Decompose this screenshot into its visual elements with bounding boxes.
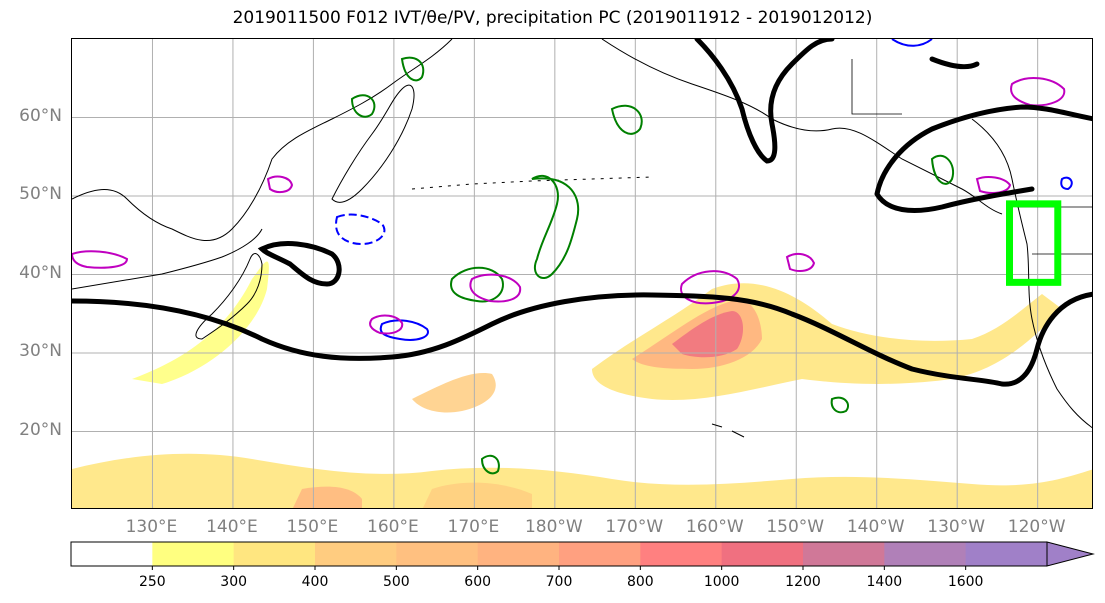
hawaii-islands	[711, 423, 745, 438]
colorbar-segment	[71, 542, 153, 566]
precip-south-core	[292, 486, 362, 508]
precip-band-south	[72, 453, 1092, 508]
theta-e-contour-gulf-alaska	[694, 39, 835, 164]
colorbar-tick-label: 600	[464, 574, 492, 590]
longitude-label: 140°W	[846, 517, 905, 537]
colorbar-tick-label: 500	[382, 574, 410, 590]
negative-pv-contours	[335, 39, 1073, 341]
ivt-contour	[469, 273, 522, 303]
colorbar-segment	[152, 542, 235, 566]
pv-contour	[450, 266, 504, 303]
map-canvas	[72, 39, 1092, 508]
pv-negative-contour	[379, 319, 429, 341]
pv-contour	[350, 94, 376, 118]
colorbar-tick-label: 400	[301, 574, 329, 590]
ivt-contours	[72, 77, 1066, 335]
figure-title: 2019011500 F012 IVT/θe/PV, precipitation…	[232, 8, 873, 28]
ivt-contour	[785, 252, 816, 272]
longitude-label: 170°E	[447, 517, 500, 537]
pv-contour	[531, 174, 580, 279]
pv-contour	[930, 154, 955, 185]
map-panel	[71, 38, 1093, 509]
colorbar-segment	[965, 542, 1048, 566]
theta-e-contour-northeast	[874, 104, 1092, 214]
longitude-label: 160°E	[367, 517, 419, 537]
theta-e-contour-top	[929, 56, 980, 70]
longitude-label: 130°W	[927, 517, 986, 537]
latitude-label: 30°N	[19, 341, 62, 361]
pv-contour	[830, 396, 850, 414]
ivt-contour	[72, 250, 129, 269]
coast-aleutians	[411, 176, 653, 190]
colorbar-segment	[721, 542, 804, 566]
precip-south-core-2	[422, 482, 532, 508]
colorbar-tick-label: 1200	[785, 574, 821, 590]
coast-kamchatka	[331, 84, 415, 203]
ivt-contour	[369, 314, 404, 335]
colorbar-tick-label: 800	[626, 574, 654, 590]
longitude-label: 150°E	[286, 517, 339, 537]
longitude-label: 150°W	[766, 517, 825, 537]
colorbar-extend-arrow	[1046, 541, 1095, 567]
colorbar-tick-label: 1600	[947, 574, 984, 590]
pv-negative-contour	[891, 39, 1073, 191]
precip-band-170e	[412, 373, 496, 413]
colorbar-segment	[396, 542, 479, 566]
colorbar-segment	[233, 542, 316, 566]
ivt-contour	[1010, 77, 1066, 107]
colorbar-tick-label: 1400	[866, 574, 903, 590]
colorbar-segment	[640, 542, 723, 566]
longitude-label: 180°W	[524, 517, 583, 537]
colorbar-segment	[559, 542, 641, 566]
latitude-label: 20°N	[19, 419, 62, 440]
latitude-label: 60°N	[19, 105, 62, 126]
target-region-box	[1006, 200, 1062, 286]
pv-negative-contour	[335, 213, 386, 246]
precip-max-central	[672, 311, 744, 358]
colorbar-segment	[803, 542, 885, 566]
pv-contour	[400, 56, 425, 82]
colorbar-segment	[477, 542, 560, 566]
colorbar-segment	[884, 542, 967, 566]
precip-band-west	[132, 261, 269, 384]
colorbar-segment	[315, 542, 397, 566]
coast-alaska	[601, 39, 1003, 215]
longitude-label: 160°W	[685, 517, 744, 537]
theta-e-contour-cutoff	[257, 241, 342, 287]
coast-asia	[72, 39, 453, 290]
longitude-label: 120°W	[1007, 517, 1066, 537]
colorbar-tick-label: 250	[138, 574, 166, 590]
colorbar-tick-label: 1000	[703, 574, 740, 590]
ivt-contour	[680, 270, 740, 305]
colorbar-tick-label: 700	[545, 574, 573, 590]
longitude-label: 140°E	[206, 517, 258, 537]
pv-contour	[610, 104, 643, 135]
latitude-label: 40°N	[19, 262, 62, 283]
coast-north-america	[971, 118, 1092, 429]
theta-e-contour-main	[72, 291, 1092, 387]
longitude-label: 130°E	[125, 517, 178, 537]
pv-contour	[480, 454, 500, 475]
graticule	[72, 39, 1092, 508]
colorbar	[70, 541, 1095, 570]
longitude-label: 170°W	[605, 517, 664, 537]
theta-e-contours	[72, 39, 1092, 387]
pv-contours	[350, 56, 955, 475]
ivt-contour	[266, 175, 294, 194]
colorbar-tick-label: 300	[220, 574, 248, 590]
ivt-contour	[975, 176, 1012, 194]
latitude-label: 50°N	[19, 184, 62, 204]
